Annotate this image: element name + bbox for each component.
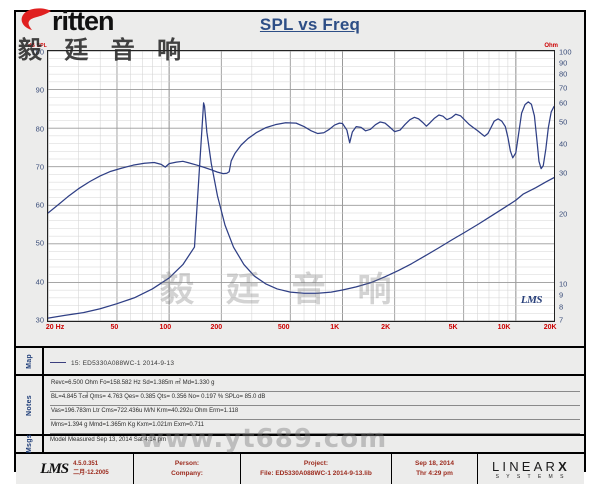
footer-date-cell: Sep 18, 2014 Thr 4:29 pm: [392, 454, 478, 484]
x-tick: 10K: [497, 324, 511, 331]
y-axis-right-label: Ohm: [544, 43, 558, 49]
x-tick: 500: [277, 324, 290, 331]
y-tick-left: 100: [31, 47, 44, 57]
messages-section-label: Msgs: [16, 434, 44, 454]
lms-logo: LMS: [40, 460, 69, 477]
y-axis-left-label: dB SPL: [28, 43, 47, 49]
lms-version: 4.5.0.351: [73, 461, 99, 467]
y-tick-left: 80: [35, 124, 44, 134]
x-tick: 2K: [381, 324, 391, 331]
footer-project-cell[interactable]: Project: File: ED5330A088WC-1 2014-9-13.…: [241, 454, 392, 484]
notes-section: Notes Revc=6.500 Ohm Fo=158.582 Hz Sd=1.…: [16, 374, 584, 434]
y-tick-right: 20: [559, 209, 568, 219]
y-tick-left: 60: [35, 200, 44, 210]
y-tick-right: 7: [559, 315, 564, 325]
y-tick-left: 50: [35, 238, 44, 248]
y-tick-right: 80: [559, 69, 568, 79]
company-label: Company:: [171, 470, 203, 477]
y-tick-right: 8: [559, 302, 564, 312]
footer-lms-cell: LMS 4.5.0.351 二月-12.2005: [16, 454, 134, 484]
footer-vendor-cell: LINEARX S Y S T E M S: [478, 454, 584, 484]
person-label: Person:: [174, 460, 200, 467]
file-label: File: ED5330A088WC-1 2014-9-13.lib: [260, 470, 372, 477]
y-tick-right: 9: [559, 290, 564, 300]
x-tick: 1K: [330, 324, 340, 331]
y-axis-right: 7 8 9 10 20 30 40 50 60 70 80 90 100: [556, 47, 580, 325]
notes-body: Revc=6.500 Ohm Fo=158.582 Hz Sd=1.385m ㎡…: [44, 376, 584, 434]
lms-plot-watermark: LMS: [520, 294, 543, 306]
report-footer: LMS 4.5.0.351 二月-12.2005 Person: Company…: [16, 452, 584, 484]
note-line[interactable]: Vas=196.783m Ltr Cms=722.436u M/N Krm=40…: [50, 406, 580, 420]
x-tick: 100: [159, 324, 172, 331]
chart-canvas[interactable]: [47, 50, 555, 322]
note-line[interactable]: Mms=1.394 g Mmd=1.365m Kg Kxm=1.021m Exm…: [50, 420, 580, 434]
y-tick-right: 100: [559, 47, 572, 57]
y-tick-right: 10: [559, 279, 568, 289]
y-tick-left: 30: [35, 315, 44, 325]
notes-section-label: Notes: [16, 376, 44, 434]
map-section: Map 15: ED5330A088WC-1 2014-9-13: [16, 346, 584, 374]
messages-body: Model Measured Sep 13, 2014 Sat 4:14 pm: [44, 436, 584, 452]
vendor-name-accent: X: [558, 458, 571, 474]
map-section-label: Map: [16, 348, 44, 374]
vendor-subtitle: S Y S T E M S: [495, 473, 567, 480]
x-tick: 5K: [448, 324, 458, 331]
note-line[interactable]: Revc=6.500 Ohm Fo=158.582 Hz Sd=1.385m ㎡…: [50, 378, 580, 392]
legend-swatch: [50, 362, 66, 363]
x-tick: 20K: [543, 324, 557, 331]
y-tick-right: 90: [559, 58, 568, 68]
swoosh-e-icon: [20, 8, 52, 36]
report-header: ritten SPL vs Freq: [16, 6, 584, 46]
vendor-name: LINEARX: [492, 459, 570, 474]
brand-name: ritten: [52, 6, 114, 36]
plot-area: dB SPL Ohm 30 40 50 60 70 80 90 100 7 8 9 10 20 30 40…: [20, 43, 580, 346]
note-line[interactable]: BL=4.845 T㎠ Qms= 4.763 Qes= 0.385 Qts= 0…: [50, 392, 580, 406]
y-tick-right: 70: [559, 83, 568, 93]
report-date: Sep 18, 2014: [414, 460, 455, 467]
messages-section: Msgs Model Measured Sep 13, 2014 Sat 4:1…: [16, 434, 584, 454]
y-axis-left: 30 40 50 60 70 80 90 100: [20, 47, 46, 325]
lms-report-window: ritten SPL vs Freq dB SPL Ohm 30 40 50 60 70…: [14, 6, 586, 484]
brand-logo: ritten: [20, 6, 114, 37]
project-label: Project:: [303, 460, 329, 467]
x-tick: 200: [210, 324, 223, 331]
y-tick-right: 50: [559, 117, 568, 127]
page-title: SPL vs Freq: [259, 15, 361, 34]
report-time: Thr 4:29 pm: [416, 470, 453, 477]
y-tick-right: 60: [559, 98, 568, 108]
y-tick-left: 40: [35, 277, 44, 287]
message-line: Model Measured Sep 13, 2014 Sat 4:14 pm: [50, 437, 167, 443]
y-tick-right: 40: [559, 139, 568, 149]
x-tick: 20 Hz: [45, 324, 65, 331]
map-legend: 15: ED5330A088WC-1 2014-9-13: [44, 348, 584, 374]
legend-item[interactable]: 15: ED5330A088WC-1 2014-9-13: [50, 352, 174, 370]
footer-person-cell[interactable]: Person: Company:: [134, 454, 241, 484]
y-tick-left: 70: [35, 162, 44, 172]
x-axis: 20 Hz 50 100 200 500 1K 2K 5K 10K 20K: [45, 324, 557, 336]
vendor-name-text: LINEAR: [491, 458, 559, 474]
y-tick-right: 30: [559, 168, 568, 178]
legend-label: 15: ED5330A088WC-1 2014-9-13: [71, 360, 175, 367]
lms-version-date: 二月-12.2005: [73, 470, 109, 476]
y-tick-left: 90: [35, 85, 44, 95]
x-tick: 50: [110, 324, 119, 331]
